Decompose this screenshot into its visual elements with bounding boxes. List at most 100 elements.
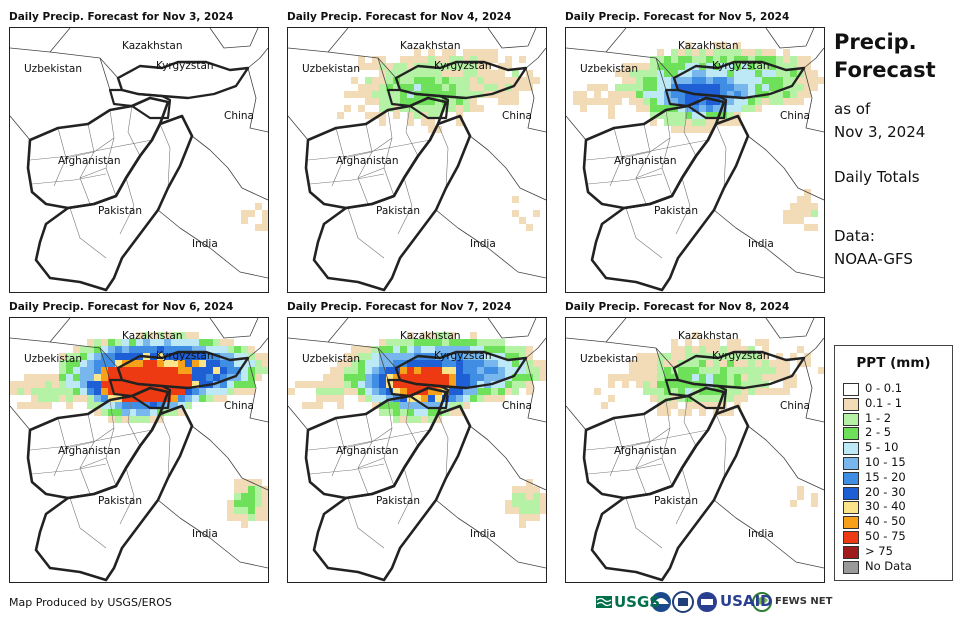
precip-cell [540, 360, 546, 367]
precip-cell [804, 210, 811, 217]
map-label-afghanistan: Afghanistan [58, 445, 121, 457]
precip-cell [393, 98, 400, 105]
precip-cell [804, 196, 811, 203]
precip-cell [727, 374, 734, 381]
precip-cell [171, 332, 178, 339]
precip-cell [192, 395, 199, 402]
precip-cell [734, 84, 741, 91]
precip-cell [358, 346, 365, 353]
precip-cell [192, 346, 199, 353]
precip-cell [45, 388, 52, 395]
precip-cell [797, 346, 804, 353]
precip-cell [470, 367, 477, 374]
precip-cell [262, 493, 268, 500]
precip-cell [316, 381, 323, 388]
precip-layer [241, 203, 268, 231]
precip-cell [115, 339, 122, 346]
province-border [307, 139, 431, 161]
product-title: Precip. Forecast [834, 30, 936, 82]
precip-cell [449, 395, 456, 402]
precip-cell [80, 395, 87, 402]
precip-cell [699, 388, 706, 395]
legend-swatch [843, 560, 859, 574]
precip-cell [533, 77, 540, 84]
precip-cell [526, 360, 533, 367]
precip-cell [622, 374, 629, 381]
precip-cell [622, 77, 629, 84]
precip-cell [400, 367, 407, 374]
precip-cell [344, 105, 351, 112]
province-border [127, 395, 141, 447]
precip-cell [365, 84, 372, 91]
precip-cell [108, 402, 115, 409]
country-border [377, 57, 389, 91]
precip-cell [734, 395, 741, 402]
province-border [635, 457, 663, 469]
precip-cell [365, 388, 372, 395]
precip-cell [463, 346, 470, 353]
precip-cell [519, 77, 526, 84]
precip-cell [664, 402, 671, 409]
border-layer [288, 28, 546, 292]
precip-cell [400, 91, 407, 98]
precip-cell [456, 381, 463, 388]
precip-cell [720, 91, 727, 98]
precip-cell [734, 388, 741, 395]
precip-cell [755, 105, 762, 112]
precip-cell [295, 381, 302, 388]
precip-cell [463, 374, 470, 381]
country-border [247, 357, 268, 423]
precip-cell [629, 367, 636, 374]
province-border [343, 151, 373, 159]
province-border [357, 123, 373, 205]
precip-cell [608, 98, 615, 105]
precip-cell [407, 63, 414, 70]
precip-cell [650, 353, 657, 360]
precip-cell [358, 353, 365, 360]
precip-cell [748, 105, 755, 112]
precip-cell [262, 514, 268, 521]
precip-cell [678, 112, 685, 119]
precip-cell [463, 84, 470, 91]
precip-cell [143, 360, 150, 367]
country-border [327, 28, 349, 53]
precip-cell [512, 367, 519, 374]
precip-cell [804, 70, 811, 77]
precip-cell [456, 395, 463, 402]
province-border [661, 109, 673, 197]
precip-cell [365, 353, 372, 360]
precip-cell [428, 360, 435, 367]
precip-cell [442, 360, 449, 367]
precip-cell [664, 56, 671, 63]
precip-cell [157, 374, 164, 381]
precip-cell [24, 381, 31, 388]
precip-cell [414, 395, 421, 402]
precip-cell [706, 77, 713, 84]
country-border [435, 499, 546, 569]
precip-cell [185, 395, 192, 402]
precip-cell [171, 367, 178, 374]
province-border [159, 123, 171, 189]
precip-cell [804, 360, 811, 367]
precip-cell [442, 49, 449, 56]
province-border [715, 123, 727, 189]
precip-cell [526, 70, 533, 77]
precip-cell [157, 339, 164, 346]
province-border [309, 463, 385, 475]
province-border [683, 395, 697, 447]
precip-cell [664, 367, 671, 374]
precip-cell [699, 105, 706, 112]
precip-cell [505, 381, 512, 388]
precip-cell [80, 388, 87, 395]
precip-cell [533, 500, 540, 507]
precip-cell [664, 77, 671, 84]
precip-cell [73, 395, 80, 402]
precip-cell [129, 388, 136, 395]
precip-cell [337, 367, 344, 374]
precip-cell [122, 409, 129, 416]
precip-cell [748, 381, 755, 388]
pakistan-outline [312, 404, 472, 582]
precip-cell [393, 91, 400, 98]
precip-cell [115, 381, 122, 388]
precip-cell [727, 119, 734, 126]
